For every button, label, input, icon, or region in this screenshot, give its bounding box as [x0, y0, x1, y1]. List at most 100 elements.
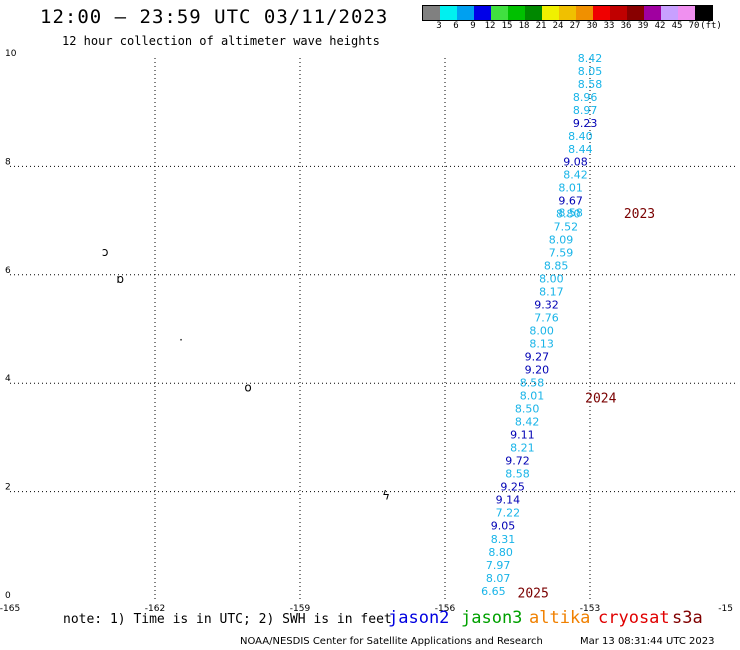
satellite-jason2: jason2: [388, 608, 450, 628]
wave-height-label: 8.58: [578, 78, 603, 91]
x-tick-label: -165: [0, 604, 20, 614]
wave-height-label: 8.31: [491, 533, 516, 546]
wave-height-label: 9.23: [573, 117, 598, 130]
scale-swatch-16: [695, 6, 712, 20]
wave-height-label: 8.01: [558, 182, 583, 195]
wave-height-label: 8.00: [539, 273, 564, 286]
scale-label: 24: [552, 21, 564, 31]
note-text: note: 1) Time is in UTC; 2) SWH is in fe…: [63, 612, 392, 627]
wave-height-label: 8.42: [563, 169, 588, 182]
wave-height-label: 8.40: [568, 130, 593, 143]
scale-swatch-13: [644, 6, 661, 20]
scale-label: 30: [586, 21, 598, 31]
wave-height-label: 6.65: [481, 585, 506, 598]
scale-swatch-2: [457, 6, 474, 20]
wave-height-label: 7.76: [534, 312, 559, 325]
wave-height-label: 8.42: [515, 416, 540, 429]
credit-text: NOAA/NESDIS Center for Satellite Applica…: [240, 636, 543, 647]
scale-label: 45: [671, 21, 683, 31]
scale-label: 39: [637, 21, 649, 31]
y-tick-label: 10: [5, 49, 17, 59]
y-tick-label: 8: [5, 157, 11, 167]
wave-height-label: 8.05: [578, 65, 603, 78]
scale-label: 70: [688, 21, 700, 31]
scale-label: 3: [436, 21, 442, 31]
scale-label: 18: [518, 21, 530, 31]
wave-height-label: 7.52: [554, 221, 579, 234]
scale-swatch-8: [559, 6, 576, 20]
scale-label: 15: [501, 21, 513, 31]
scale-swatch-1: [440, 6, 457, 20]
scale-swatch-5: [508, 6, 525, 20]
scale-swatch-15: [678, 6, 695, 20]
x-tick-label: -153: [580, 604, 600, 614]
wave-height-label: 7.22: [496, 507, 521, 520]
wave-height-label: 8.00: [529, 325, 554, 338]
scale-label: 9: [470, 21, 476, 31]
wave-height-label: 8.01: [520, 390, 545, 403]
wave-height-label: 8.80: [556, 208, 581, 221]
scale-label: 21: [535, 21, 547, 31]
scale-swatch-3: [474, 6, 491, 20]
wave-height-label: 9.67: [558, 195, 583, 208]
wave-height-label: 9.25: [500, 481, 525, 494]
wave-height-label: 8.17: [539, 286, 564, 299]
x-tick-label: -162: [145, 604, 165, 614]
scale-label: 6: [453, 21, 459, 31]
scale-label: 12: [484, 21, 496, 31]
x-tick-label: -159: [290, 604, 311, 614]
y-tick-label: 4: [5, 374, 11, 384]
color-scale-labels: 3 6 9 12 15 18 21 24 27 30 33 36 39 42 45 70 (ft): [422, 21, 740, 33]
year-label: 2024: [585, 391, 616, 406]
wave-height-label: 9.27: [525, 351, 550, 364]
map-title: 12:00 – 23:59 UTC 03/11/2023: [40, 6, 389, 28]
scale-label: 42: [654, 21, 666, 31]
wave-height-label: 9.08: [563, 156, 588, 169]
wave-height-label: 9.05: [491, 520, 516, 533]
scale-swatch-0: [423, 6, 440, 20]
wave-height-label: 8.44: [568, 143, 593, 156]
y-tick-label: 2: [5, 483, 11, 493]
scale-swatch-12: [627, 6, 644, 20]
wave-height-label: 8.42: [578, 52, 603, 65]
wave-height-label: 8.80: [488, 546, 513, 559]
color-scale: [422, 5, 713, 21]
scale-swatch-10: [593, 6, 610, 20]
x-tick-label: -156: [435, 604, 456, 614]
island-outline: ·: [179, 333, 183, 347]
scale-swatch-11: [610, 6, 627, 20]
wave-height-label: 8.97: [573, 104, 598, 117]
scale-swatch-4: [491, 6, 508, 20]
scale-swatch-6: [525, 6, 542, 20]
wave-height-label: 9.14: [496, 494, 521, 507]
x-tick-label: -15: [718, 604, 733, 614]
satellite-altika: altika: [529, 608, 591, 628]
wave-height-label: 9.11: [510, 429, 535, 442]
wave-height-label: 8.21: [510, 442, 535, 455]
generated-date: Mar 13 08:31:44 UTC 2023: [580, 636, 715, 647]
wave-height-label: 9.20: [525, 364, 550, 377]
wave-height-label: 7.97: [486, 559, 511, 572]
scale-label: (ft): [700, 21, 722, 31]
scale-swatch-7: [542, 6, 559, 20]
satellite-jason3: jason3: [461, 608, 523, 628]
y-tick-label: 6: [5, 266, 11, 276]
scale-label: 33: [603, 21, 615, 31]
wave-height-label: 8.58: [558, 206, 583, 219]
year-label: 2025: [518, 586, 549, 601]
wave-height-label: 8.85: [544, 260, 569, 273]
wave-height-label: 8.58: [520, 377, 545, 390]
scale-swatch-14: [661, 6, 678, 20]
scale-label: 36: [620, 21, 632, 31]
island-outline: ϟ: [382, 489, 390, 503]
y-tick-label: 0: [5, 591, 11, 601]
wave-height-label: 8.96: [573, 91, 598, 104]
wave-height-label: 8.13: [529, 338, 554, 351]
satellite-s3a: s3a: [672, 608, 703, 628]
wave-height-label: 7.59: [549, 247, 574, 260]
island-outline: ↄ: [102, 245, 109, 259]
wave-height-label: 8.07: [486, 572, 511, 585]
wave-height-label: 8.50: [515, 403, 540, 416]
